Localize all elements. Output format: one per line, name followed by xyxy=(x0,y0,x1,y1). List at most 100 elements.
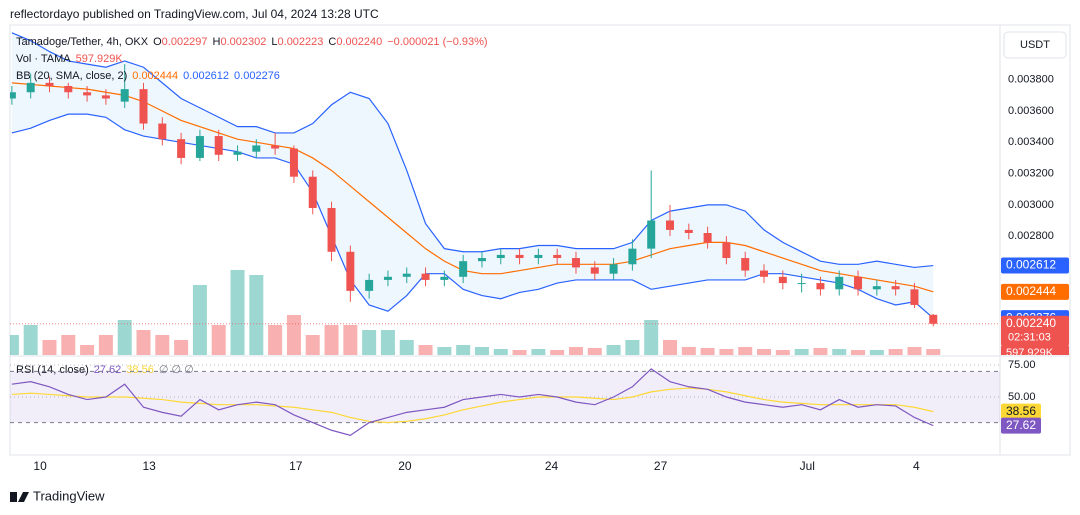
price-tag-label: 0.002240 xyxy=(1006,316,1056,330)
bb-upper xyxy=(11,32,934,269)
candle-body xyxy=(64,85,73,93)
candle-body xyxy=(797,283,806,285)
volume-bar xyxy=(550,350,565,355)
legend-item: BB (20, SMA, close, 2) xyxy=(16,70,127,82)
candle-body xyxy=(741,258,750,271)
volume-bar xyxy=(399,340,414,355)
volume-bar xyxy=(644,320,659,355)
volume-tag xyxy=(1001,345,1069,355)
bb-middle xyxy=(11,82,934,293)
price-tag xyxy=(1001,315,1069,346)
legend-item: 0.002240 xyxy=(336,36,382,48)
candle-body xyxy=(26,82,35,93)
candle-body xyxy=(515,254,524,259)
candle-body xyxy=(553,254,562,259)
volume-bar xyxy=(456,345,471,355)
candle-body xyxy=(722,242,731,259)
candle-body xyxy=(365,279,374,291)
candle-body xyxy=(459,261,468,277)
volume-bar xyxy=(80,345,95,355)
y-tick-label: 0.003000 xyxy=(1008,199,1054,211)
candle-body xyxy=(214,136,223,155)
currency[interactable]: USDT xyxy=(1020,39,1050,51)
candle-body xyxy=(590,267,599,274)
volume-bar xyxy=(211,325,226,355)
candle-body xyxy=(872,286,881,290)
volume-bar xyxy=(305,335,320,355)
y-tick-label: 0.003200 xyxy=(1008,167,1054,179)
volume-bar xyxy=(23,325,38,355)
volume-bar xyxy=(437,347,452,355)
volume-bar xyxy=(286,315,301,355)
candle-body xyxy=(929,314,938,324)
volume-bar xyxy=(568,347,583,355)
x-tick-label: 27 xyxy=(654,459,668,473)
volume-bar xyxy=(474,347,489,355)
candle-body xyxy=(666,220,674,230)
volume-bar xyxy=(192,285,207,355)
x-tick-label: 24 xyxy=(545,459,559,473)
volume-bar xyxy=(681,347,696,355)
legend-item: ∅ ∅ ∅ xyxy=(159,364,194,376)
candle-body xyxy=(195,136,204,158)
volume-bar xyxy=(155,335,170,355)
y-tick-label: 0.003600 xyxy=(1008,105,1054,117)
y-tick-label: 75.00 xyxy=(1008,359,1036,371)
y-tick-label: 0.003800 xyxy=(1008,74,1054,86)
volume-tag-label: 597.929K xyxy=(1006,347,1054,359)
price-tag-label: 0.002444 xyxy=(1006,284,1056,298)
x-tick-label: 20 xyxy=(398,459,412,473)
candle-body xyxy=(816,283,825,290)
volume-bar xyxy=(813,348,828,355)
legend-item: 0.002297 xyxy=(162,36,208,48)
volume-bar xyxy=(738,347,753,355)
candle-body xyxy=(760,270,769,277)
candle-body xyxy=(120,89,129,102)
countdown: 02:31:03 xyxy=(1008,332,1051,344)
legend-item: 0.002444 xyxy=(132,70,178,82)
volume-bar xyxy=(230,270,245,355)
candle-body xyxy=(647,220,656,249)
rsi-tag xyxy=(1001,403,1041,420)
candle-body xyxy=(271,145,280,149)
volume-bar xyxy=(888,349,903,355)
legend-item: 0.002276 xyxy=(234,70,280,82)
currency-button[interactable] xyxy=(1003,31,1067,59)
price-pane xyxy=(10,32,1000,355)
legend-item: Vol · TAMA xyxy=(16,53,71,65)
x-tick-label: Jul xyxy=(800,459,815,473)
volume-bar xyxy=(587,348,602,355)
y-tick-label: 0.002800 xyxy=(1008,230,1054,242)
candle-body xyxy=(628,248,637,265)
volume-bar xyxy=(268,325,283,355)
legend-item: 0.002612 xyxy=(183,70,229,82)
price-tag xyxy=(1001,283,1069,300)
rsi-line xyxy=(11,387,934,424)
rsi-tag-label: 38.56 xyxy=(1006,404,1036,418)
candle-body xyxy=(158,123,167,140)
legend-item: 0.002302 xyxy=(221,36,267,48)
y-tick-label: 0.003400 xyxy=(1008,136,1054,148)
candle-body xyxy=(177,139,186,158)
candle-body xyxy=(910,289,919,305)
candle-body xyxy=(10,92,16,99)
candle-body xyxy=(383,276,392,280)
volume-bar xyxy=(174,340,189,355)
volume-bar xyxy=(851,350,866,355)
candle-body xyxy=(440,276,449,280)
volume-bar xyxy=(775,350,790,355)
volume-bar xyxy=(493,349,508,355)
y-tick-label: 50.00 xyxy=(1008,391,1036,403)
legend: Vol · TAMA 597.929K xyxy=(16,53,123,65)
candle-body xyxy=(854,276,863,290)
candle-body xyxy=(346,251,355,291)
volume-bar xyxy=(606,345,621,355)
volume-bar xyxy=(98,335,113,355)
volume-tag-group: 597.929K xyxy=(1001,345,1069,359)
candle-body xyxy=(233,151,242,155)
volume-bar xyxy=(512,350,527,355)
volume-bar xyxy=(343,325,358,355)
legend-item: L xyxy=(271,36,277,48)
volume-bar xyxy=(794,349,809,355)
